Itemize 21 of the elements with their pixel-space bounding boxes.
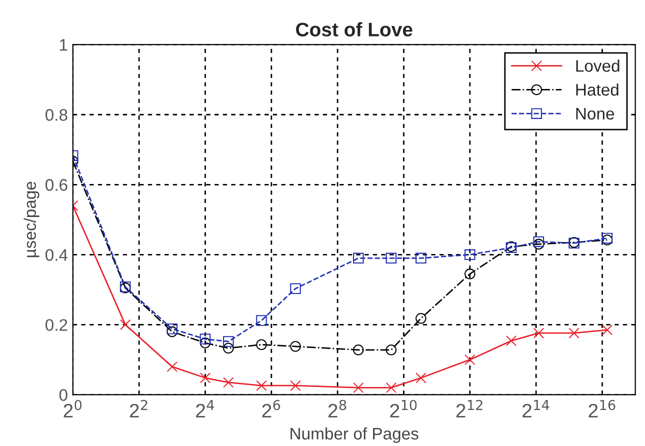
x-axis-title: Number of Pages (290, 427, 418, 443)
y-tick-label: 0.6 (46, 179, 68, 191)
y-tick-label: 1 (60, 39, 68, 51)
y-tick-label: 0.2 (46, 319, 68, 331)
y-axis-title: µsec/page (24, 182, 40, 258)
x-tick-label: 2$^{8}$ (328, 400, 346, 418)
y-tick-label: 0.8 (46, 109, 68, 121)
x-tick-label: 2$^{16}$ (588, 400, 616, 418)
legend-label: None (576, 108, 614, 120)
x-tick-label: 2$^{0}$ (64, 400, 82, 418)
x-tick-label: 2$^{4}$ (196, 400, 214, 418)
legend-label: Loved (576, 60, 620, 72)
y-tick-label: 0.4 (46, 249, 68, 261)
y-tick-label: 0 (59, 389, 68, 401)
legend-label: Hated (576, 83, 618, 96)
x-tick-label: 2$^{6}$ (262, 400, 280, 418)
x-tick-label: 2$^{14}$ (522, 400, 550, 418)
x-tick-label: 2$^{12}$ (456, 400, 482, 418)
x-tick-label: 2$^{10}$ (390, 400, 417, 418)
x-tick-label: 2$^{2}$ (130, 400, 148, 418)
chart-title: Cost of Love (296, 22, 412, 36)
